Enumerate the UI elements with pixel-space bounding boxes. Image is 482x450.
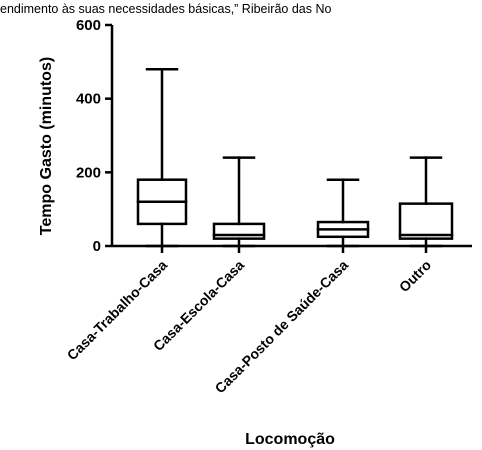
- x-ticks: Casa-Trabalho-CasaCasa-Escola-CasaCasa-P…: [64, 246, 434, 396]
- x-category-label: Outro: [396, 257, 434, 295]
- y-tick-label: 0: [93, 238, 101, 255]
- box-3: [316, 178, 370, 248]
- box-2: [212, 156, 266, 248]
- boxes-group: [136, 67, 454, 248]
- iqr-box: [398, 202, 454, 240]
- iqr-box: [212, 222, 266, 240]
- y-ticks: 0 200 400 600: [76, 17, 112, 255]
- header-text: endimento às suas necessidades básicas,”…: [0, 2, 331, 16]
- box-1: [136, 67, 188, 248]
- y-axis-title: Tempo Gasto (minutos): [38, 57, 55, 235]
- x-axis-title: Locomoção: [245, 431, 335, 448]
- box-4: [398, 156, 454, 248]
- y-tick-label: 600: [76, 17, 101, 34]
- y-tick-label: 200: [76, 164, 101, 181]
- y-tick-label: 400: [76, 91, 101, 108]
